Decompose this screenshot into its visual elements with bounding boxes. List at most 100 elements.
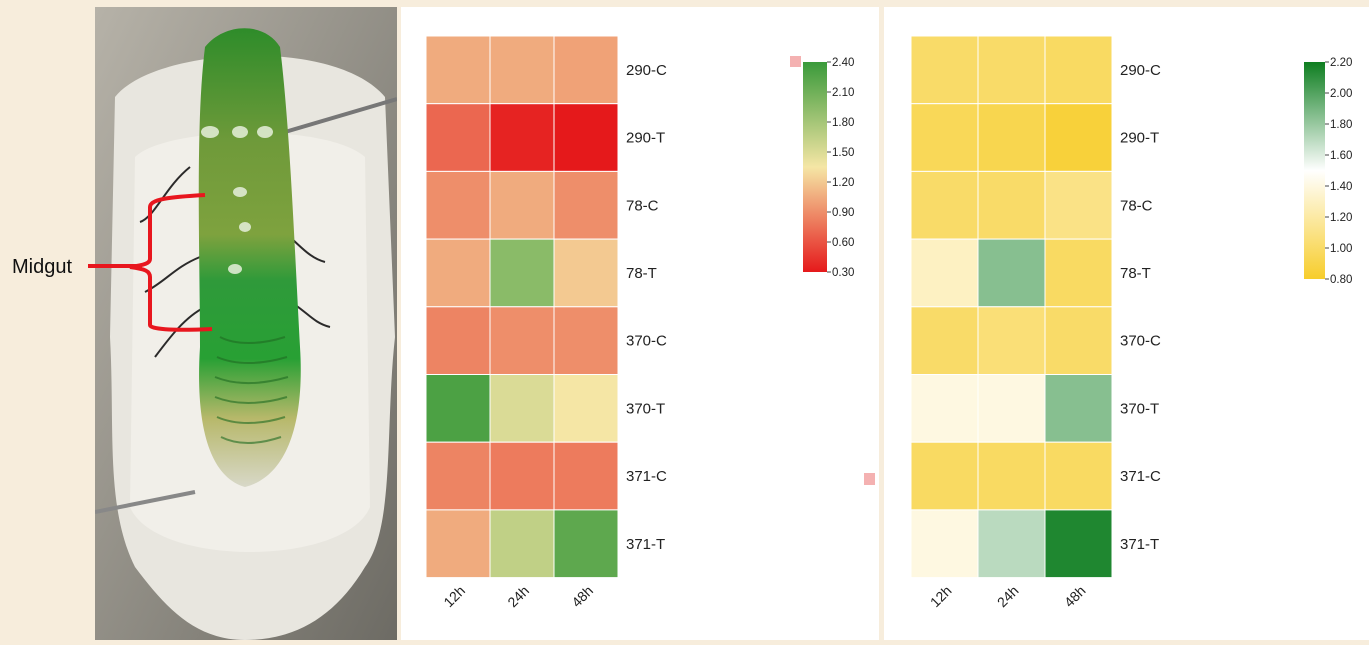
heatmap-2-cell-370-C-48h (1044, 306, 1113, 375)
heatmap-1-colorbar-tick: 2.10 (832, 87, 854, 99)
heatmap-1-cell-78-C-12h (425, 170, 491, 240)
heatmap-1-cell-370-C-24h (489, 306, 555, 375)
pink-marker (790, 56, 801, 67)
heatmap-2-cell-371-C-48h (1044, 441, 1113, 511)
heatmap-2-colorbar-tick: 1.60 (1330, 150, 1352, 162)
heatmap-1-colorbar-tick: 0.90 (832, 207, 854, 219)
heatmap-2-row-label: 290-T (1120, 130, 1159, 147)
heatmap-2-colorbar-tick: 1.20 (1330, 212, 1352, 224)
heatmap-1-cell-78-C-24h (489, 170, 555, 240)
heatmap-2-cell-78-C-12h (910, 170, 979, 240)
heatmap-1-cell-290-T-12h (425, 103, 491, 172)
heatmap-1-colorbar-tick: 1.50 (832, 147, 854, 159)
heatmap-1-row-label: 290-T (626, 130, 665, 147)
heatmap-1-cell-290-C-12h (425, 35, 491, 105)
heatmap-2-cell-290-T-48h (1044, 103, 1113, 172)
heatmap-1-cell-371-T-12h (425, 509, 491, 579)
heatmap-2-cell-371-T-48h (1044, 509, 1113, 579)
heatmap-1-cell-290-T-24h (489, 103, 555, 172)
heatmap-panel-1: 290-C 290-T 78-C 78-T 370-C 370-T 371-C 371-T 12… (401, 7, 879, 640)
heatmap-2-cell-290-T-24h (977, 103, 1046, 172)
heatmap-2-colorbar-tick: 1.80 (1330, 119, 1352, 131)
heatmap-2-cell-290-C-48h (1044, 35, 1113, 105)
heatmap-2-cell-78-T-24h (977, 238, 1046, 308)
heatmap-2-colorbar-tick: 2.20 (1330, 57, 1352, 69)
heatmap-2-row-label: 371-C (1120, 468, 1161, 485)
heatmap-1-cell-370-T-24h (489, 374, 555, 443)
heatmap-2-row-label: 290-C (1120, 62, 1161, 79)
heatmap-1-cell-371-T-48h (553, 509, 619, 579)
heatmap-1-colorbar-tick: 2.40 (832, 57, 854, 69)
heatmap-2-col-label: 12h (927, 582, 955, 610)
heatmap-2-cell-370-T-12h (910, 374, 979, 443)
heatmap-panel-2: 290-C 290-T 78-C 78-T 370-C 370-T 371-C 371-T 12… (884, 7, 1369, 640)
heatmap-1-colorbar-tick: 0.30 (832, 267, 854, 279)
heatmap-1-row-label: 370-T (626, 400, 665, 417)
heatmap-1-cell-371-C-24h (489, 441, 555, 511)
heatmap-1-row-label: 370-C (626, 333, 667, 350)
heatmap-2: 290-C 290-T 78-C 78-T 370-C 370-T 371-C 371-T 12… (910, 35, 1352, 610)
heatmap-1-colorbar-tick: 1.20 (832, 177, 854, 189)
heatmap-2-col-label: 48h (1061, 582, 1089, 610)
heatmap-2-row-label: 78-C (1120, 197, 1153, 214)
heatmap-2-cell-370-T-24h (977, 374, 1046, 443)
heatmap-2-row-label: 78-T (1120, 265, 1151, 282)
heatmap-1-cell-78-C-48h (553, 170, 619, 240)
pink-marker (864, 473, 875, 485)
heatmap-2-row-label: 370-C (1120, 333, 1161, 350)
heatmap-1-cell-370-C-12h (425, 306, 491, 375)
heatmap-1: 290-C 290-T 78-C 78-T 370-C 370-T 371-C 371-T 12… (425, 35, 875, 610)
midgut-pointer (88, 264, 142, 268)
heatmap-2-colorbar-tick: 1.00 (1330, 243, 1352, 255)
heatmap-2-cell-78-C-24h (977, 170, 1046, 240)
heatmap-2-cell-78-T-12h (910, 238, 979, 308)
heatmap-1-cell-370-C-48h (553, 306, 619, 375)
heatmap-2-cell-371-C-24h (977, 441, 1046, 511)
heatmap-2-row-label: 370-T (1120, 400, 1159, 417)
heatmap-1-col-label: 12h (440, 582, 468, 610)
heatmap-2-colorbar-tick: 1.40 (1330, 181, 1352, 193)
heatmap-1-cell-371-C-48h (553, 441, 619, 511)
midgut-label: Midgut (12, 256, 73, 278)
pin-left (95, 490, 196, 514)
heatmap-1-cell-78-T-24h (489, 238, 555, 308)
heatmap-1-cell-290-C-48h (553, 35, 619, 105)
heatmap-1-cell-371-T-24h (489, 509, 555, 579)
heatmap-2-cell-370-C-12h (910, 306, 979, 375)
heatmap-2-col-label: 24h (994, 582, 1022, 610)
heatmap-2-cell-78-T-48h (1044, 238, 1113, 308)
heatmap-2-row-label: 371-T (1120, 536, 1159, 553)
heatmap-1-row-label: 371-C (626, 468, 667, 485)
larva-dissection-photo (95, 7, 397, 640)
heatmap-1-row-label: 78-T (626, 265, 657, 282)
heatmap-1-cell-78-T-48h (553, 238, 619, 308)
heatmap-2-cell-78-C-48h (1044, 170, 1113, 240)
heatmap-1-row-label: 371-T (626, 536, 665, 553)
heatmap-1-colorbar-tick: 1.80 (832, 117, 854, 129)
heatmap-2-cell-370-T-48h (1044, 374, 1113, 443)
heatmap-1-cell-370-T-48h (553, 374, 619, 443)
heatmap-1-cell-370-T-12h (425, 374, 491, 443)
heatmap-1-cell-371-C-12h (425, 441, 491, 511)
heatmap-2-colorbar (1304, 62, 1325, 279)
heatmap-1-cell-290-T-48h (553, 103, 619, 172)
heatmap-2-cell-290-T-12h (910, 103, 979, 172)
heatmap-2-cell-371-T-24h (977, 509, 1046, 579)
heatmap-1-col-label: 24h (504, 582, 532, 610)
heatmap-1-row-label: 78-C (626, 197, 659, 214)
heatmap-2-colorbar-tick: 2.00 (1330, 88, 1352, 100)
heatmap-2-cell-371-C-12h (910, 441, 979, 511)
heatmap-1-cell-78-T-12h (425, 238, 491, 308)
heatmap-1-colorbar (803, 62, 827, 272)
heatmap-1-colorbar-tick: 0.60 (832, 237, 854, 249)
heatmap-2-cell-371-T-12h (910, 509, 979, 579)
heatmap-1-col-label: 48h (568, 582, 596, 610)
pin-right (284, 97, 397, 134)
heatmap-2-cell-290-C-12h (910, 35, 979, 105)
larva-illustration (95, 7, 397, 640)
heatmap-1-row-label: 290-C (626, 62, 667, 79)
heatmap-2-cell-370-C-24h (977, 306, 1046, 375)
heatmap-2-cell-290-C-24h (977, 35, 1046, 105)
heatmap-2-colorbar-tick: 0.80 (1330, 274, 1352, 286)
heatmap-1-cell-290-C-24h (489, 35, 555, 105)
